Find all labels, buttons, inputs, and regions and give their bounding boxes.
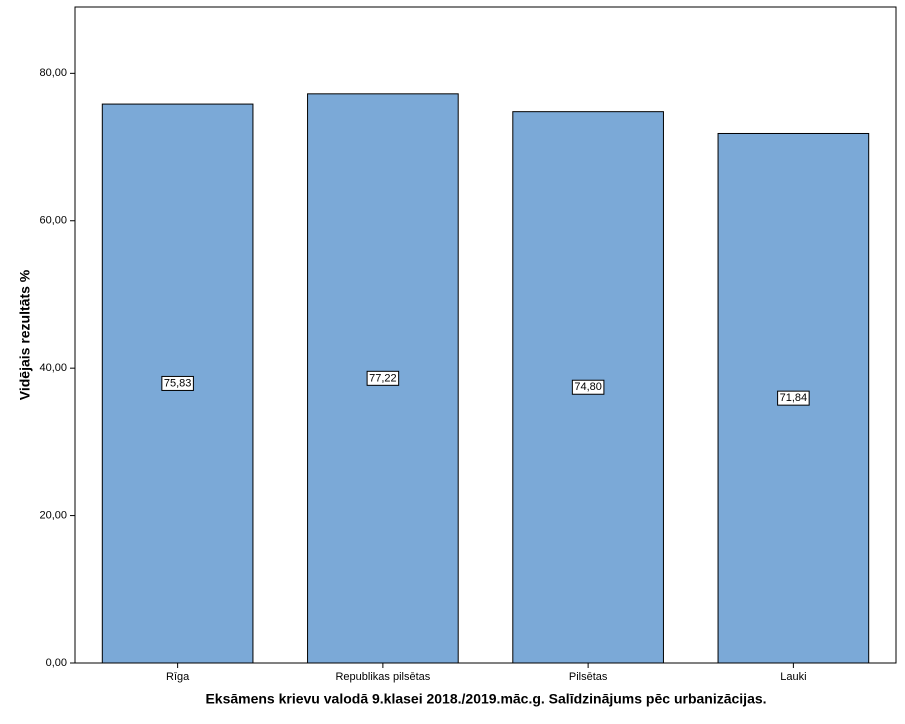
value-label-box [777, 390, 810, 406]
x-tick-label: Republikas pilsētas [335, 671, 430, 683]
y-tick-label: 40,00 [39, 362, 67, 374]
value-label: 75,83 [164, 377, 192, 389]
y-tick-label: 60,00 [39, 215, 67, 227]
x-tick-label: Pilsētas [569, 671, 608, 683]
value-label-box [161, 375, 194, 391]
y-tick-label: 0,00 [46, 657, 67, 669]
value-label: 74,80 [574, 381, 602, 393]
x-tick-label: Lauki [780, 671, 806, 683]
y-tick-label: 80,00 [39, 67, 67, 79]
value-label-box [366, 370, 400, 386]
plot-frame [74, 6, 897, 664]
x-tick-label: Rīga [166, 671, 190, 683]
value-label-box [571, 379, 605, 395]
value-label: 71,84 [780, 392, 808, 404]
y-tick-label: 20,00 [39, 509, 67, 521]
value-label: 77,22 [369, 372, 397, 384]
x-axis-title: Eksāmens krievu valodā 9.klasei 2018./20… [205, 691, 766, 707]
y-axis-title: Vidējais rezultāts % [17, 269, 33, 400]
